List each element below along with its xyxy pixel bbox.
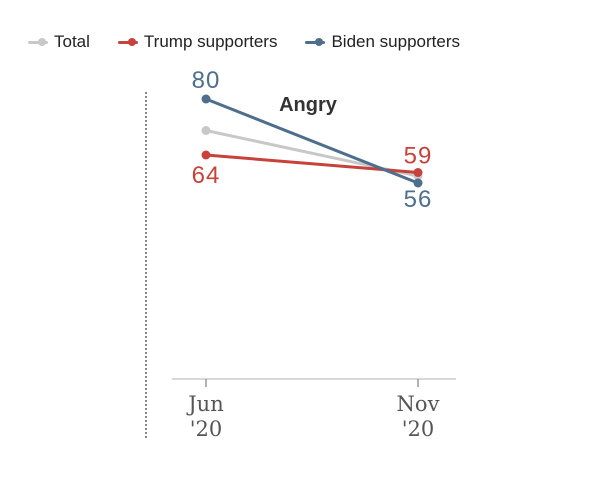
chart-title: Angry bbox=[279, 94, 338, 116]
legend-label-biden: Biden supporters bbox=[331, 32, 460, 51]
x-tick-label: Jun bbox=[186, 392, 223, 416]
x-tick-label: Nov bbox=[397, 392, 440, 416]
data-label: 59 bbox=[404, 143, 433, 170]
legend-label-trump: Trump supporters bbox=[143, 32, 278, 51]
legend-item-biden: Biden supporters bbox=[305, 32, 460, 52]
series-biden-supporters bbox=[201, 94, 423, 188]
data-label: 56 bbox=[404, 186, 433, 213]
data-point bbox=[201, 94, 211, 104]
data-point bbox=[413, 178, 423, 188]
data-point bbox=[201, 126, 211, 135]
series-line bbox=[204, 97, 420, 185]
legend-item-total: Total bbox=[28, 32, 90, 52]
data-point bbox=[413, 168, 423, 177]
x-tick-label: '20 bbox=[190, 417, 223, 441]
series-group bbox=[201, 94, 423, 188]
legend-swatch-total bbox=[28, 38, 48, 46]
legend: Total Trump supporters Biden supporters bbox=[28, 30, 460, 54]
data-label: 64 bbox=[192, 162, 221, 189]
legend-item-trump: Trump supporters bbox=[117, 32, 278, 52]
data-label: 80 bbox=[192, 67, 221, 94]
legend-swatch-biden bbox=[305, 38, 326, 46]
data-point bbox=[201, 150, 211, 160]
legend-swatch-trump bbox=[117, 38, 138, 46]
legend-label-total: Total bbox=[54, 32, 90, 51]
data-labels: 64 59 80 56 bbox=[192, 67, 433, 213]
x-tick-label: '20 bbox=[402, 417, 435, 441]
